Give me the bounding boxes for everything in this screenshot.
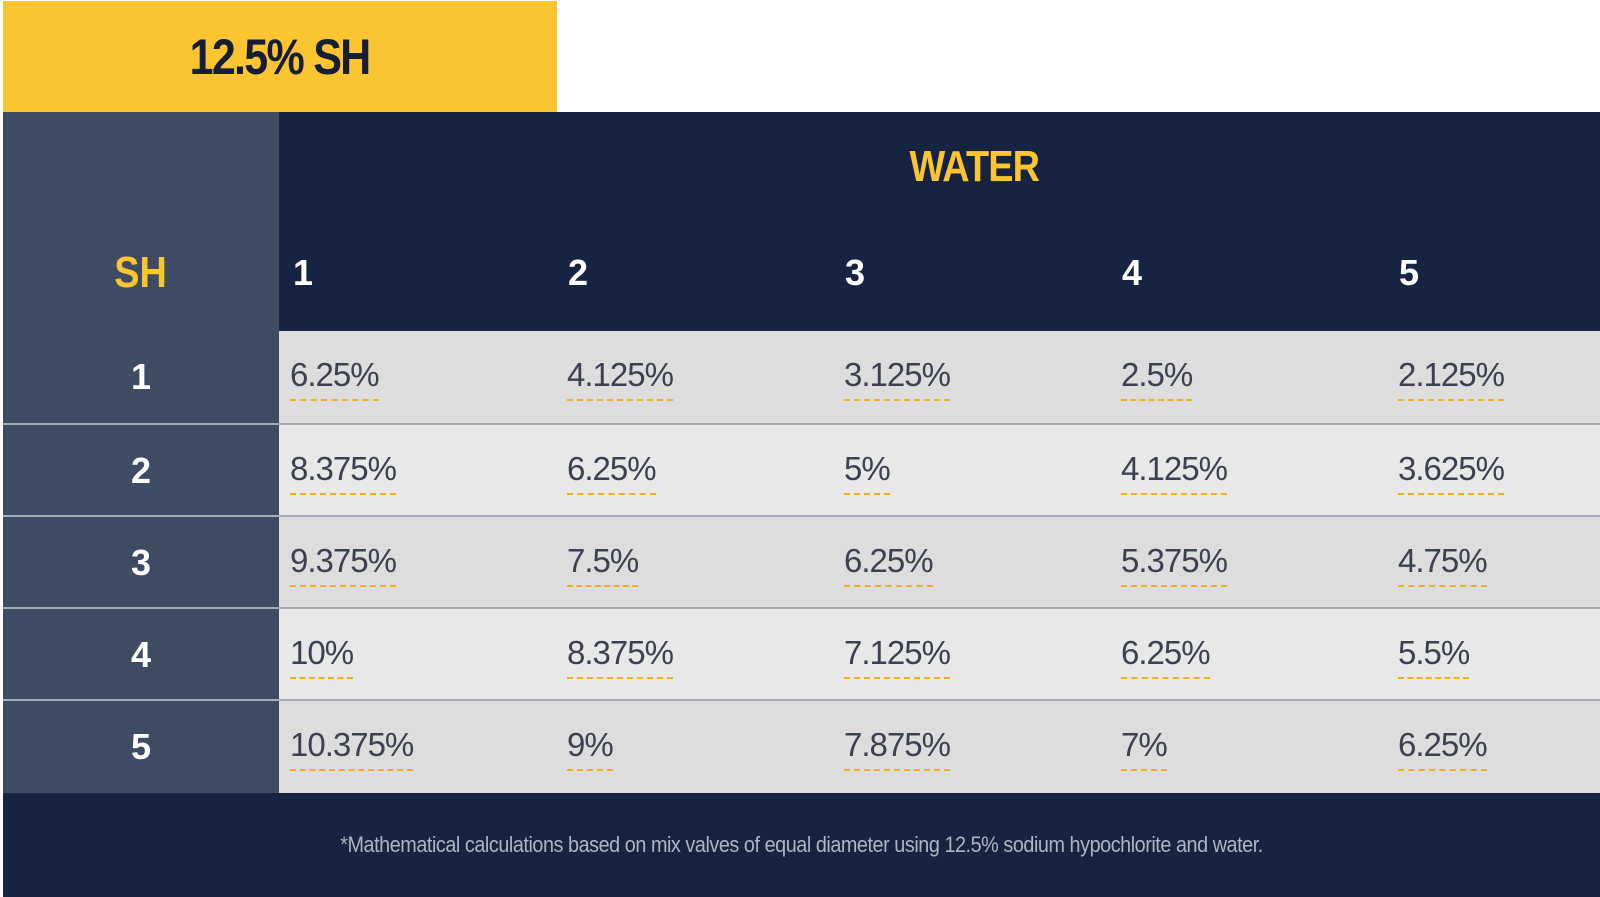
- table-cell: 9.375%: [290, 543, 397, 587]
- title-tab: 12.5% SH: [3, 1, 557, 112]
- table-row: 3 9.375% 7.5% 6.25% 5.375% 4.75%: [3, 517, 1600, 609]
- table-cell: 7%: [1121, 727, 1168, 771]
- footnote: *Mathematical calculations based on mix …: [340, 832, 1263, 857]
- row-divider: [3, 423, 1600, 425]
- table-cell: 7.125%: [844, 635, 951, 679]
- table-row: 5 10.375% 9% 7.875% 7% 6.25%: [3, 701, 1600, 793]
- water-header-label-wrap: WATER: [279, 142, 1600, 192]
- table-cell: 2.5%: [1121, 357, 1193, 401]
- column-header: 3: [845, 252, 866, 293]
- sh-header: SH: [3, 248, 279, 298]
- table-cell: 10.375%: [290, 727, 414, 771]
- row-header: 3: [130, 542, 152, 583]
- table-cell: 8.375%: [567, 635, 674, 679]
- table-cell: 7.875%: [844, 727, 951, 771]
- table-cell: 2.125%: [1398, 357, 1505, 401]
- table-cell: 4.125%: [1121, 451, 1228, 495]
- table-cell: 10%: [290, 635, 354, 679]
- sh-header-label: SH: [114, 248, 168, 297]
- water-header: WATER 1 2 3 4 5: [279, 112, 1600, 331]
- row-cells: 6.25% 4.125% 3.125% 2.5% 2.125%: [279, 331, 1600, 423]
- table-cell: 3.125%: [844, 357, 951, 401]
- table-cell: 8.375%: [290, 451, 397, 495]
- table-row: 2 8.375% 6.25% 5% 4.125% 3.625%: [3, 425, 1600, 517]
- row-cells: 9.375% 7.5% 6.25% 5.375% 4.75%: [279, 517, 1600, 609]
- sh-column-background: [3, 112, 279, 793]
- column-header: 5: [1399, 252, 1420, 293]
- water-header-label: WATER: [909, 142, 1039, 191]
- page-title: 12.5% SH: [190, 28, 372, 85]
- table-row: 1 6.25% 4.125% 3.125% 2.5% 2.125%: [3, 331, 1600, 423]
- row-divider: [3, 699, 1600, 701]
- table-cell: 6.25%: [1398, 727, 1488, 771]
- row-header: 2: [130, 450, 152, 491]
- row-header: 4: [130, 634, 152, 675]
- mix-ratio-table: SH WATER 1 2 3 4 5 1 6.25% 4.125% 3.125%…: [3, 112, 1600, 897]
- table-cell: 6.25%: [844, 543, 934, 587]
- table-row: 4 10% 8.375% 7.125% 6.25% 5.5%: [3, 609, 1600, 701]
- row-divider: [3, 515, 1600, 517]
- row-header: 1: [130, 356, 152, 397]
- table-cell: 4.125%: [567, 357, 674, 401]
- row-header: 5: [130, 726, 152, 767]
- table-cell: 7.5%: [567, 543, 639, 587]
- column-header: 2: [568, 252, 589, 293]
- column-header: 4: [1122, 252, 1143, 293]
- row-cells: 10.375% 9% 7.875% 7% 6.25%: [279, 701, 1600, 793]
- table-cell: 6.25%: [567, 451, 657, 495]
- footnote-bar: *Mathematical calculations based on mix …: [3, 793, 1600, 897]
- table-cell: 5.375%: [1121, 543, 1228, 587]
- row-cells: 8.375% 6.25% 5% 4.125% 3.625%: [279, 425, 1600, 517]
- row-cells: 10% 8.375% 7.125% 6.25% 5.5%: [279, 609, 1600, 701]
- table-cell: 5.5%: [1398, 635, 1470, 679]
- table-cell: 9%: [567, 727, 614, 771]
- table-cell: 6.25%: [290, 357, 380, 401]
- column-header: 1: [293, 252, 314, 293]
- table-cell: 6.25%: [1121, 635, 1211, 679]
- table-cell: 5%: [844, 451, 891, 495]
- table-cell: 4.75%: [1398, 543, 1488, 587]
- table-cell: 3.625%: [1398, 451, 1505, 495]
- row-divider: [3, 607, 1600, 609]
